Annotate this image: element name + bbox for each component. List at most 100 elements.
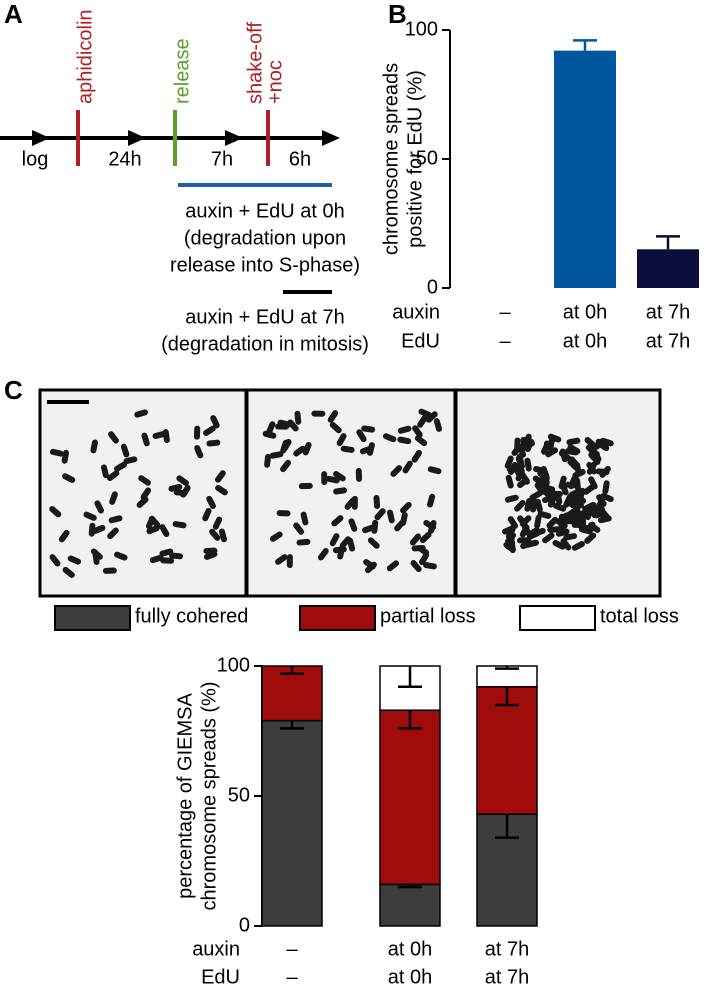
chromosome [296, 538, 311, 546]
bar-segment [261, 665, 323, 722]
error-bar [398, 710, 422, 730]
chromosome [504, 494, 519, 503]
chromosome [302, 441, 312, 456]
chromosome [108, 515, 123, 524]
chromosome [275, 554, 288, 565]
chromosome [49, 554, 61, 567]
chromosome [507, 516, 519, 529]
chromosome [574, 477, 581, 492]
chromosome [169, 552, 184, 560]
chromosome [515, 455, 526, 470]
error-bar [495, 666, 519, 670]
chromosome [206, 495, 216, 509]
bar-segment [379, 883, 441, 927]
chromosome [361, 425, 376, 433]
chromosome [367, 537, 380, 549]
chromosome [540, 465, 550, 480]
chromosome [62, 473, 76, 483]
chromosome [416, 545, 430, 556]
chromosome [293, 445, 306, 457]
chromosome [210, 415, 220, 429]
event-label: release [171, 38, 193, 104]
chromosome [558, 475, 567, 490]
chromosome [141, 432, 150, 447]
chromosome [567, 444, 581, 455]
chromosome [394, 519, 406, 532]
category-label: at 7h [485, 966, 529, 988]
chromosome [94, 500, 105, 514]
chromosome [364, 561, 377, 574]
chromosome [100, 464, 109, 479]
chromosome [537, 510, 552, 519]
chromosome [410, 560, 422, 573]
error-bar [656, 235, 680, 250]
chromosome [580, 524, 595, 532]
chromosome [546, 516, 559, 529]
chromosome [294, 410, 302, 425]
condition-text: auxin + EdU at 7h [185, 306, 345, 328]
chromosome [49, 506, 62, 518]
chromosome [427, 493, 436, 508]
condition-text: (degradation in mitosis) [161, 333, 369, 355]
category-label: at 0h [563, 301, 607, 323]
bar [637, 249, 699, 288]
chromosome [520, 540, 534, 550]
error-bar [398, 666, 422, 689]
category-label: – [499, 330, 511, 352]
chromosome [280, 459, 292, 473]
chromosome [602, 480, 610, 495]
chromosome [521, 436, 536, 447]
arrowhead [128, 130, 146, 146]
chromosome [563, 533, 578, 541]
chromosome [140, 487, 152, 501]
chromosome [203, 547, 218, 554]
chromosome [114, 461, 127, 472]
chromosome [397, 436, 412, 445]
row-label: EdU [401, 330, 440, 352]
condition-text: (degradation upon [184, 227, 346, 249]
chromosome [123, 456, 138, 465]
chromosome [109, 491, 118, 505]
chromosome [67, 555, 82, 565]
event-label: shake-off [244, 22, 266, 104]
chromosome [547, 494, 557, 508]
step-label: 6h [289, 148, 311, 170]
chromosome [90, 439, 98, 454]
chromosome [58, 529, 70, 543]
chromosome [542, 532, 555, 544]
chromosome [340, 445, 355, 453]
chromosome [382, 433, 397, 443]
chromosome [543, 440, 555, 453]
chromosome [541, 481, 553, 494]
chromosome [160, 557, 175, 564]
chromosome [262, 430, 277, 439]
row-label: EdU [201, 966, 240, 988]
y-tick-label: 0 [427, 276, 438, 298]
chromosome [397, 425, 412, 434]
category-label: – [499, 301, 511, 323]
row-label: auxin [192, 938, 240, 960]
category-label: at 0h [563, 330, 607, 352]
chromosome [266, 421, 276, 435]
step-label: log [22, 148, 49, 170]
chromosome [337, 545, 345, 560]
chromosome [148, 515, 161, 528]
category-label: at 0h [388, 966, 432, 988]
category-label: at 7h [485, 938, 529, 960]
chromosome [280, 439, 289, 454]
chromosome [83, 511, 97, 521]
y-axis-label: chromosome spreads [380, 63, 402, 255]
chromosome [355, 467, 363, 482]
chromosome [597, 515, 612, 524]
chromosome [336, 433, 347, 447]
chromosome [203, 425, 216, 436]
panel-label: B [388, 0, 407, 29]
chromosome [276, 510, 291, 517]
error-bar [495, 814, 519, 839]
chromosome [566, 437, 581, 446]
chromosome [114, 551, 128, 561]
chromosome [317, 548, 329, 561]
error-bar [573, 39, 597, 51]
chromosome [511, 443, 523, 456]
